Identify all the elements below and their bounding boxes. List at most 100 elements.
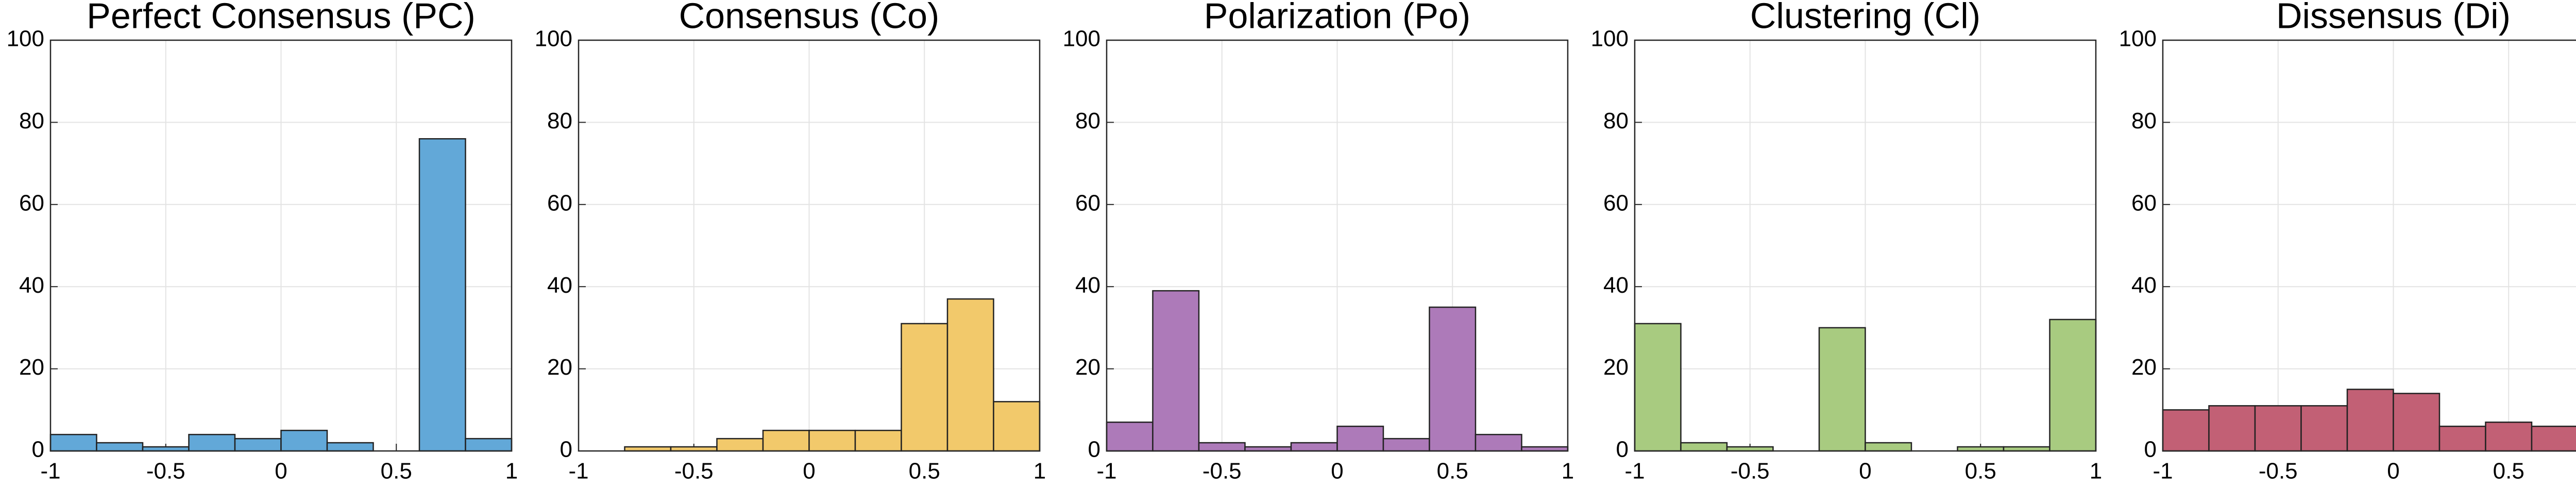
bar [2438, 425, 2486, 452]
x-tick-label: 0 [275, 459, 287, 484]
y-tick-label: 60 [547, 190, 572, 215]
y-tick-label: 60 [1075, 190, 1100, 215]
y-tick-label: 100 [1063, 26, 1100, 52]
bar [1198, 442, 1246, 452]
y-tick-label: 0 [32, 437, 44, 462]
y-tick-label: 40 [19, 273, 44, 298]
x-tick-label: -0.5 [1731, 459, 1770, 484]
x-tick-label: 0.5 [1437, 459, 1468, 484]
y-tick-label: 20 [1603, 355, 1629, 380]
y-tick-label: 40 [1603, 273, 1629, 298]
x-tick-label: -1 [1096, 459, 1116, 484]
bar [465, 438, 513, 452]
x-tick-label: -1 [568, 459, 588, 484]
bar [2254, 405, 2302, 452]
bar [188, 433, 236, 452]
bar [1865, 442, 1912, 452]
y-tick-label: 60 [2131, 190, 2157, 215]
y-tick-label: 80 [1075, 108, 1100, 133]
x-tick-label: 0 [803, 459, 815, 484]
y-tick-label: 20 [1075, 355, 1100, 380]
bar [1634, 323, 1682, 452]
bar [2393, 393, 2441, 452]
bar [993, 401, 1041, 452]
y-tick-label: 0 [1088, 437, 1100, 462]
bar [1336, 425, 1384, 452]
x-tick-label: 1 [1562, 459, 1574, 484]
y-tick-label: 100 [2119, 26, 2157, 52]
bar [280, 429, 328, 452]
y-tick-label: 80 [547, 108, 572, 133]
chart-title: Clustering (Cl) [1750, 0, 1980, 36]
x-tick-label: 1 [1033, 459, 1046, 484]
x-tick-label: -0.5 [1202, 459, 1242, 484]
x-tick-label: 0.5 [1965, 459, 1996, 484]
y-tick-label: 100 [535, 26, 572, 52]
bar [1106, 421, 1154, 452]
bar [2485, 421, 2533, 452]
bar [418, 138, 466, 452]
bar [234, 438, 282, 452]
bar [1290, 442, 1338, 452]
bar [1429, 306, 1477, 452]
y-tick-label: 80 [19, 108, 44, 133]
y-tick-label: 80 [2131, 108, 2157, 133]
axes-box [1106, 39, 1569, 452]
y-tick-label: 0 [2144, 437, 2157, 462]
x-tick-label: -0.5 [674, 459, 714, 484]
bar [901, 323, 948, 452]
bar [2300, 405, 2348, 452]
bar [2346, 389, 2394, 452]
y-tick-label: 0 [1616, 437, 1629, 462]
y-tick-label: 0 [560, 437, 572, 462]
bar [326, 442, 374, 452]
bar [946, 298, 994, 452]
x-tick-label: -1 [1624, 459, 1645, 484]
y-tick-label: 40 [2131, 273, 2157, 298]
x-tick-label: 1 [2090, 459, 2102, 484]
bar [96, 442, 144, 452]
bar [2531, 425, 2576, 452]
chart-title: Polarization (Po) [1204, 0, 1470, 36]
y-tick-label: 20 [19, 355, 44, 380]
chart-title: Perfect Consensus (PC) [87, 0, 476, 36]
x-tick-label: 0.5 [381, 459, 412, 484]
x-tick-label: 0 [1859, 459, 1871, 484]
y-tick-label: 100 [1591, 26, 1629, 52]
x-tick-label: 0.5 [909, 459, 940, 484]
x-tick-label: -1 [40, 459, 60, 484]
x-tick-label: -0.5 [146, 459, 185, 484]
x-tick-label: 0.5 [2493, 459, 2524, 484]
bar [1382, 438, 1430, 452]
axes-background [2163, 40, 2576, 451]
x-tick-label: -1 [2153, 459, 2173, 484]
y-tick-label: 20 [2131, 355, 2157, 380]
bar [2162, 409, 2210, 452]
axes-box [2162, 39, 2576, 452]
x-tick-label: -0.5 [2259, 459, 2298, 484]
bar [1152, 290, 1200, 452]
bar [716, 438, 764, 452]
x-tick-label: 0 [1331, 459, 1343, 484]
bar [1475, 433, 1522, 452]
bar [2049, 319, 2097, 452]
bar [762, 429, 810, 452]
chart-title: Consensus (Co) [679, 0, 940, 36]
y-tick-label: 60 [1603, 190, 1629, 215]
bar [1818, 327, 1866, 452]
y-tick-label: 60 [19, 190, 44, 215]
bar [1680, 442, 1728, 452]
axes-box [578, 39, 1041, 452]
axes-box [1634, 39, 2097, 452]
y-tick-label: 80 [1603, 108, 1629, 133]
y-tick-label: 20 [547, 355, 572, 380]
y-tick-label: 40 [1075, 273, 1100, 298]
bar [808, 429, 856, 452]
bar [2208, 405, 2256, 452]
x-tick-label: 1 [505, 459, 518, 484]
y-tick-label: 40 [547, 273, 572, 298]
axes-box [49, 39, 513, 452]
chart-title: Dissensus (Di) [2276, 0, 2511, 36]
